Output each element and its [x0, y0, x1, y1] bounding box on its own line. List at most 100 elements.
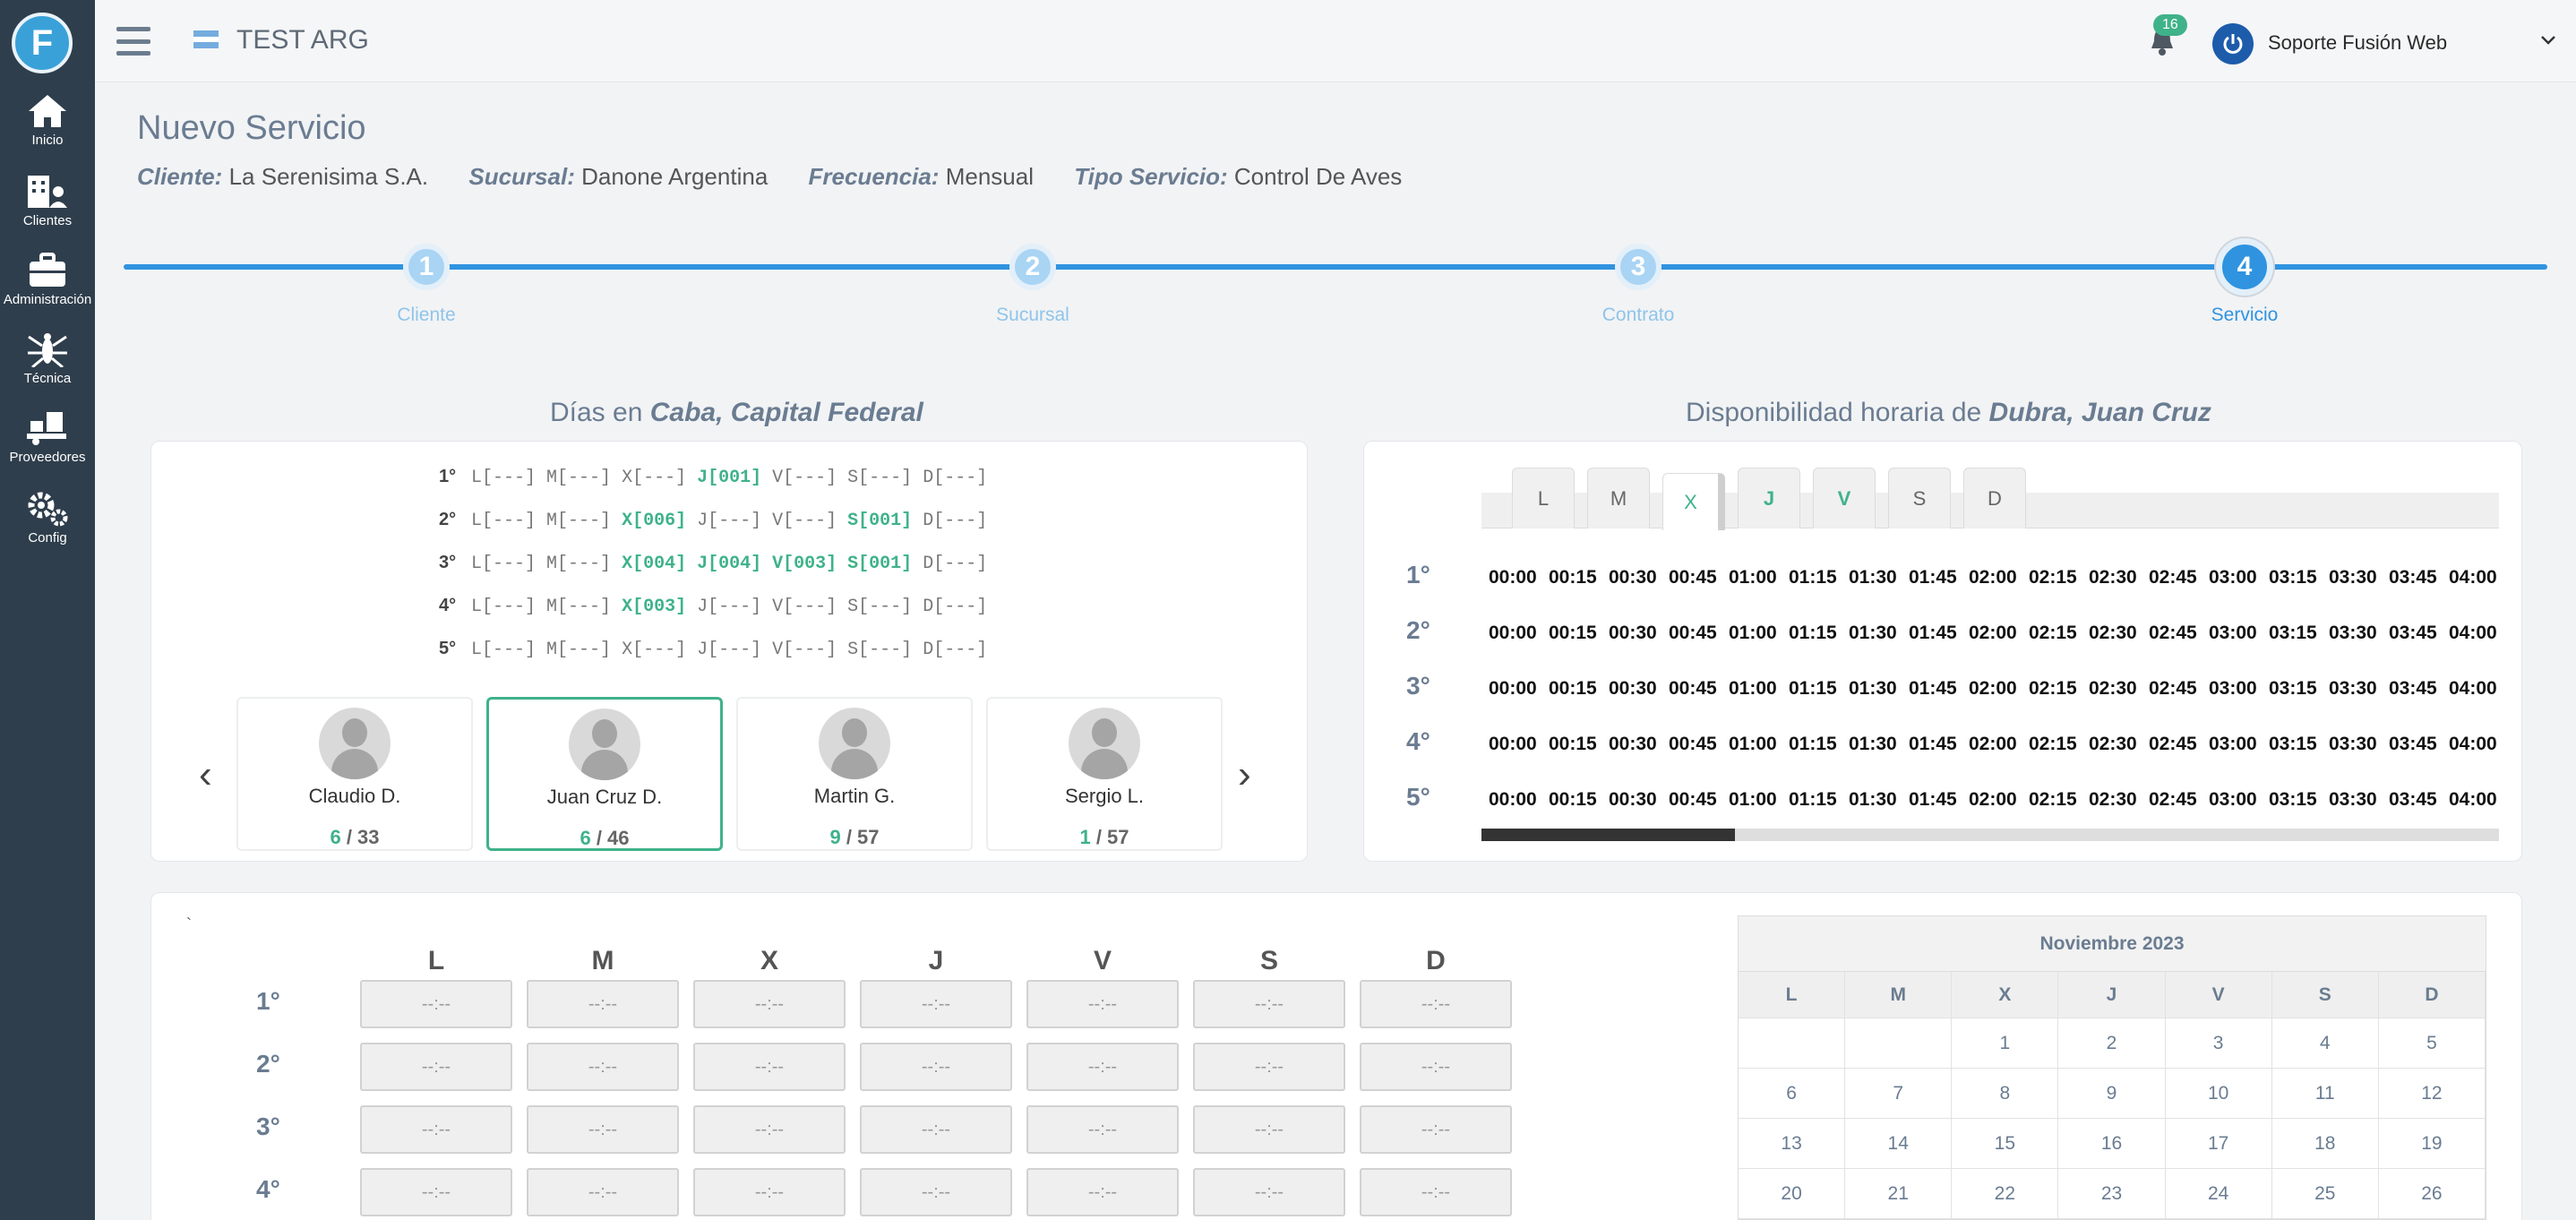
time-slot[interactable]: 00:45 — [1669, 567, 1717, 588]
time-slot[interactable]: 01:45 — [1909, 623, 1957, 643]
time-slot[interactable]: 03:45 — [2389, 623, 2437, 643]
technician-card[interactable]: Juan Cruz D. 6 / 46 — [486, 697, 723, 851]
menu-toggle-icon[interactable] — [116, 27, 150, 56]
calendar-day[interactable]: 4 — [2272, 1018, 2379, 1068]
time-slot[interactable]: 01:30 — [1849, 678, 1897, 699]
calendar-day[interactable]: 19 — [2379, 1119, 2486, 1168]
time-slot[interactable]: 02:00 — [1969, 567, 2017, 588]
time-slot[interactable]: 00:45 — [1669, 678, 1717, 699]
schedule-time-input[interactable]: --:-- — [527, 980, 679, 1028]
time-slot[interactable]: 02:15 — [2029, 623, 2077, 643]
calendar-day[interactable]: 9 — [2058, 1069, 2166, 1118]
wizard-step-1[interactable]: 1 — [403, 244, 450, 290]
time-slot[interactable]: 01:30 — [1849, 567, 1897, 588]
schedule-time-input[interactable]: --:-- — [693, 1043, 846, 1091]
calendar-day[interactable]: 22 — [1952, 1169, 2059, 1218]
time-slot[interactable]: 03:00 — [2209, 734, 2257, 754]
scrollbar-thumb[interactable] — [1481, 829, 1735, 841]
time-slot[interactable]: 03:00 — [2209, 789, 2257, 810]
time-slot[interactable]: 03:00 — [2209, 567, 2257, 588]
time-slot[interactable]: 01:00 — [1729, 678, 1777, 699]
time-slot[interactable]: 03:15 — [2269, 623, 2317, 643]
time-slot[interactable]: 01:00 — [1729, 734, 1777, 754]
time-slot[interactable]: 03:00 — [2209, 678, 2257, 699]
time-slot[interactable]: 04:00 — [2449, 567, 2497, 588]
time-slot[interactable]: 01:00 — [1729, 623, 1777, 643]
schedule-time-input[interactable]: --:-- — [1026, 1043, 1179, 1091]
time-slot[interactable]: 04:00 — [2449, 623, 2497, 643]
schedule-time-input[interactable]: --:-- — [360, 1043, 512, 1091]
time-slot[interactable]: 03:45 — [2389, 734, 2437, 754]
time-slot[interactable]: 02:15 — [2029, 567, 2077, 588]
calendar-day[interactable]: 21 — [1845, 1169, 1953, 1218]
chevron-down-icon[interactable] — [2539, 34, 2557, 47]
schedule-time-input[interactable]: --:-- — [860, 980, 1012, 1028]
time-slot[interactable]: 00:30 — [1609, 734, 1657, 754]
time-slot[interactable]: 00:00 — [1489, 734, 1537, 754]
calendar-day[interactable]: 26 — [2379, 1169, 2486, 1218]
time-slot[interactable]: 00:45 — [1669, 623, 1717, 643]
technician-card[interactable]: Claudio D. 6 / 33 — [236, 697, 473, 851]
schedule-time-input[interactable]: --:-- — [1193, 980, 1345, 1028]
day-tab-m[interactable]: M — [1587, 468, 1650, 528]
time-slot[interactable]: 02:30 — [2089, 678, 2137, 699]
time-slot[interactable]: 01:45 — [1909, 567, 1957, 588]
calendar-day[interactable]: 7 — [1845, 1069, 1953, 1118]
calendar-day[interactable]: 18 — [2272, 1119, 2379, 1168]
time-slot[interactable]: 02:30 — [2089, 567, 2137, 588]
calendar-day[interactable]: 6 — [1739, 1069, 1846, 1118]
time-slot[interactable]: 02:45 — [2149, 734, 2197, 754]
time-slot[interactable]: 00:45 — [1669, 734, 1717, 754]
schedule-time-input[interactable]: --:-- — [860, 1043, 1012, 1091]
time-slot[interactable]: 02:00 — [1969, 789, 2017, 810]
sidebar-item-inicio[interactable]: Inicio — [0, 93, 95, 148]
schedule-time-input[interactable]: --:-- — [693, 1105, 846, 1154]
time-slot[interactable]: 03:30 — [2329, 789, 2377, 810]
day-tab-d[interactable]: D — [1963, 468, 2026, 528]
sidebar-item-config[interactable]: Config — [0, 491, 95, 546]
schedule-time-input[interactable]: --:-- — [1026, 980, 1179, 1028]
time-slot[interactable]: 00:30 — [1609, 678, 1657, 699]
schedule-time-input[interactable]: --:-- — [1026, 1105, 1179, 1154]
schedule-time-input[interactable]: --:-- — [1193, 1105, 1345, 1154]
time-slot[interactable]: 00:15 — [1549, 678, 1597, 699]
calendar-day[interactable]: 13 — [1739, 1119, 1846, 1168]
schedule-time-input[interactable]: --:-- — [693, 1168, 846, 1216]
calendar-day[interactable]: 2 — [2058, 1018, 2166, 1068]
time-slot[interactable]: 00:00 — [1489, 678, 1537, 699]
time-slot[interactable]: 02:15 — [2029, 678, 2077, 699]
time-slot[interactable]: 03:15 — [2269, 678, 2317, 699]
calendar-day[interactable]: 23 — [2058, 1169, 2166, 1218]
schedule-time-input[interactable]: --:-- — [860, 1168, 1012, 1216]
time-slot[interactable]: 03:15 — [2269, 734, 2317, 754]
time-slot[interactable]: 03:15 — [2269, 789, 2317, 810]
technician-prev-arrow[interactable]: ‹ — [199, 752, 212, 796]
calendar-day[interactable]: 10 — [2166, 1069, 2272, 1118]
time-slot[interactable]: 02:45 — [2149, 567, 2197, 588]
time-slot[interactable]: 00:00 — [1489, 567, 1537, 588]
app-logo[interactable]: F — [12, 13, 73, 73]
time-slot[interactable]: 01:15 — [1789, 567, 1837, 588]
time-slot[interactable]: 02:45 — [2149, 623, 2197, 643]
schedule-time-input[interactable]: --:-- — [1360, 1105, 1512, 1154]
time-slot[interactable]: 03:45 — [2389, 789, 2437, 810]
calendar-day[interactable]: 12 — [2379, 1069, 2486, 1118]
schedule-time-input[interactable]: --:-- — [527, 1168, 679, 1216]
time-slot[interactable]: 01:15 — [1789, 678, 1837, 699]
calendar-day[interactable]: 17 — [2166, 1119, 2272, 1168]
time-slot[interactable]: 00:45 — [1669, 789, 1717, 810]
schedule-time-input[interactable]: --:-- — [527, 1105, 679, 1154]
sidebar-item-tecnica[interactable]: Técnica — [0, 331, 95, 386]
wizard-step-4[interactable]: 4 — [2216, 238, 2273, 296]
time-slot[interactable]: 02:30 — [2089, 623, 2137, 643]
time-slot[interactable]: 01:45 — [1909, 789, 1957, 810]
calendar-day[interactable]: 11 — [2272, 1069, 2379, 1118]
time-slot[interactable]: 02:45 — [2149, 789, 2197, 810]
schedule-time-input[interactable]: --:-- — [693, 980, 846, 1028]
time-slot[interactable]: 00:00 — [1489, 623, 1537, 643]
schedule-time-input[interactable]: --:-- — [360, 980, 512, 1028]
calendar-day[interactable]: 20 — [1739, 1169, 1846, 1218]
wizard-step-2[interactable]: 2 — [1009, 244, 1056, 290]
calendar-day[interactable]: 24 — [2166, 1169, 2272, 1218]
day-tab-j[interactable]: J — [1738, 468, 1800, 528]
